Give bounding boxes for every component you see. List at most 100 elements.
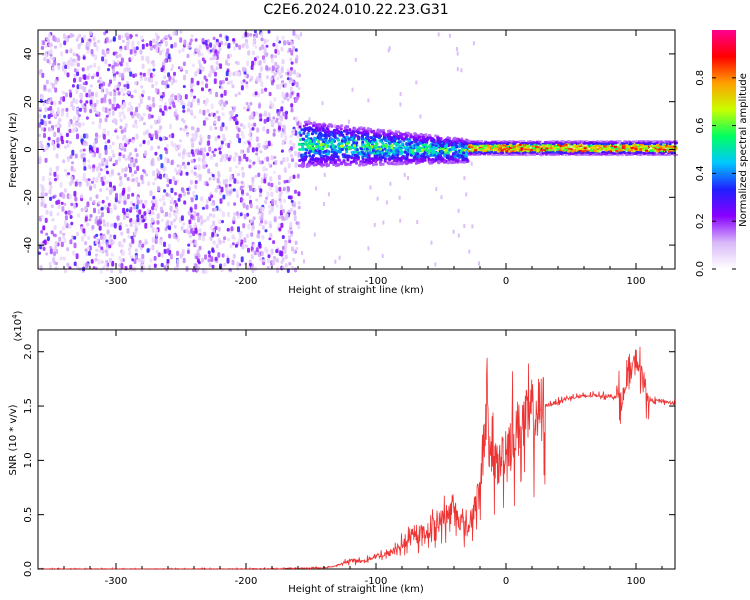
spectrogram-cell <box>189 240 193 245</box>
spectrogram-cell <box>144 150 148 156</box>
spectrogram-cell <box>220 140 224 145</box>
spectrogram-cell <box>237 91 241 96</box>
spectrogram-cell <box>126 83 130 89</box>
spectrogram-cell <box>281 140 285 146</box>
spectrogram-cell <box>61 225 65 231</box>
spectrogram-cell <box>99 188 103 192</box>
spectrogram-cell <box>91 75 95 80</box>
spectrogram-cell <box>42 225 46 231</box>
spectrogram-cell <box>133 53 137 57</box>
spectrogram-cell <box>492 154 496 157</box>
spectrogram-cell <box>38 69 42 76</box>
spectrogram-cell <box>259 257 263 262</box>
spectrogram-cell <box>427 157 431 161</box>
spectrogram-cell <box>409 158 413 162</box>
spectrogram-cell <box>326 156 330 159</box>
spectrogram-cell <box>430 137 434 141</box>
spectrogram-cell <box>260 212 264 218</box>
spectrogram-cell <box>142 131 146 136</box>
spectrogram-cell <box>65 132 69 138</box>
spectrogram-cell <box>222 133 225 138</box>
spectrogram-cell <box>176 237 180 243</box>
spectrogram-cell <box>363 145 367 149</box>
spectrogram-cell <box>187 100 191 106</box>
spectrogram-cell <box>54 240 58 246</box>
spectrogram-cell <box>138 114 142 118</box>
spectrogram-cell <box>309 149 313 153</box>
spectrogram-cell <box>100 86 104 93</box>
spectrogram-cell <box>385 139 389 143</box>
spectrogram-cell <box>176 97 180 103</box>
spectrogram-cell <box>363 163 367 167</box>
spectrogram-cell <box>278 186 282 192</box>
spectrogram-cell <box>245 102 249 106</box>
spectrogram-cell <box>111 260 115 267</box>
spectrogram-cell <box>454 141 458 145</box>
spectrogram-cell <box>275 258 279 263</box>
spectrogram-cell <box>288 149 292 154</box>
spectrogram-cell <box>564 141 568 144</box>
spectrogram-cell <box>208 213 212 217</box>
spectrogram-cell <box>464 141 467 145</box>
spectrogram-cell <box>43 114 47 119</box>
spectrogram-cell <box>70 221 74 226</box>
spectrogram-cell <box>208 254 212 258</box>
spectrogram-cell <box>183 163 187 170</box>
spectrogram-cell <box>101 56 105 62</box>
spectrogram-cell <box>328 123 331 127</box>
spectrogram-cell <box>149 190 153 197</box>
spectrogram-cell <box>75 121 79 126</box>
spectrogram-cell <box>194 263 198 269</box>
spectrogram-cell <box>214 115 217 120</box>
spectrogram-cell <box>60 241 64 248</box>
spectrogram-cell <box>444 148 448 152</box>
spectrogram-cell <box>288 262 292 266</box>
spectrogram-cell <box>250 254 254 260</box>
spectrogram-cell <box>150 114 154 119</box>
spectrogram-cell <box>333 135 337 139</box>
spectrogram-cell <box>215 243 219 249</box>
spectrogram-cell <box>462 151 466 155</box>
spectrogram-cell <box>138 209 142 215</box>
spectrogram-cell <box>339 130 343 134</box>
spectrogram-cell <box>232 253 236 259</box>
spectrogram-cell <box>65 112 69 118</box>
spectrogram-cell <box>157 185 160 192</box>
spectrogram-cell <box>123 147 127 152</box>
spectrogram-cell <box>405 161 409 165</box>
spectrogram-cell <box>381 253 384 258</box>
spectrogram-cell <box>267 67 271 71</box>
spectrogram-cell <box>116 135 120 140</box>
spectrogram-cell <box>238 233 242 240</box>
spectrogram-cell <box>115 192 118 199</box>
spectrogram-cell <box>253 36 256 40</box>
spectrogram-cell <box>53 36 57 43</box>
spectrogram-cell <box>231 259 235 266</box>
spectrogram-cell <box>111 103 115 110</box>
spectrogram-cell <box>218 42 221 48</box>
spectrogram-cell <box>226 257 230 264</box>
spectrogram-cell <box>415 80 418 85</box>
spectrogram-cell <box>131 192 135 197</box>
spectrogram-cell <box>390 136 394 140</box>
spectrogram-cell <box>240 256 244 263</box>
spectrogram-cell <box>234 93 238 97</box>
spectrogram-cell <box>248 195 252 199</box>
spectrogram-cell <box>228 116 232 122</box>
spectrogram-cell <box>76 84 80 90</box>
spectrogram-cell <box>122 216 126 220</box>
spectrogram-cell <box>175 170 179 176</box>
spectrogram-cell <box>543 149 547 152</box>
spectrogram-cell <box>472 41 475 46</box>
spectrogram-cell <box>170 159 174 166</box>
spectrogram-cell <box>327 129 331 133</box>
spectrogram-cell <box>69 57 73 63</box>
spectrogram-cell <box>620 154 624 157</box>
spectrogram-cell <box>215 41 219 47</box>
spectrogram-cell <box>359 131 363 135</box>
spectrogram-cell <box>284 243 288 249</box>
spectrogram-cell <box>49 264 53 270</box>
spectrogram-cell <box>132 124 136 128</box>
spectrogram-cell <box>160 206 163 213</box>
spectrogram-cell <box>152 202 156 207</box>
